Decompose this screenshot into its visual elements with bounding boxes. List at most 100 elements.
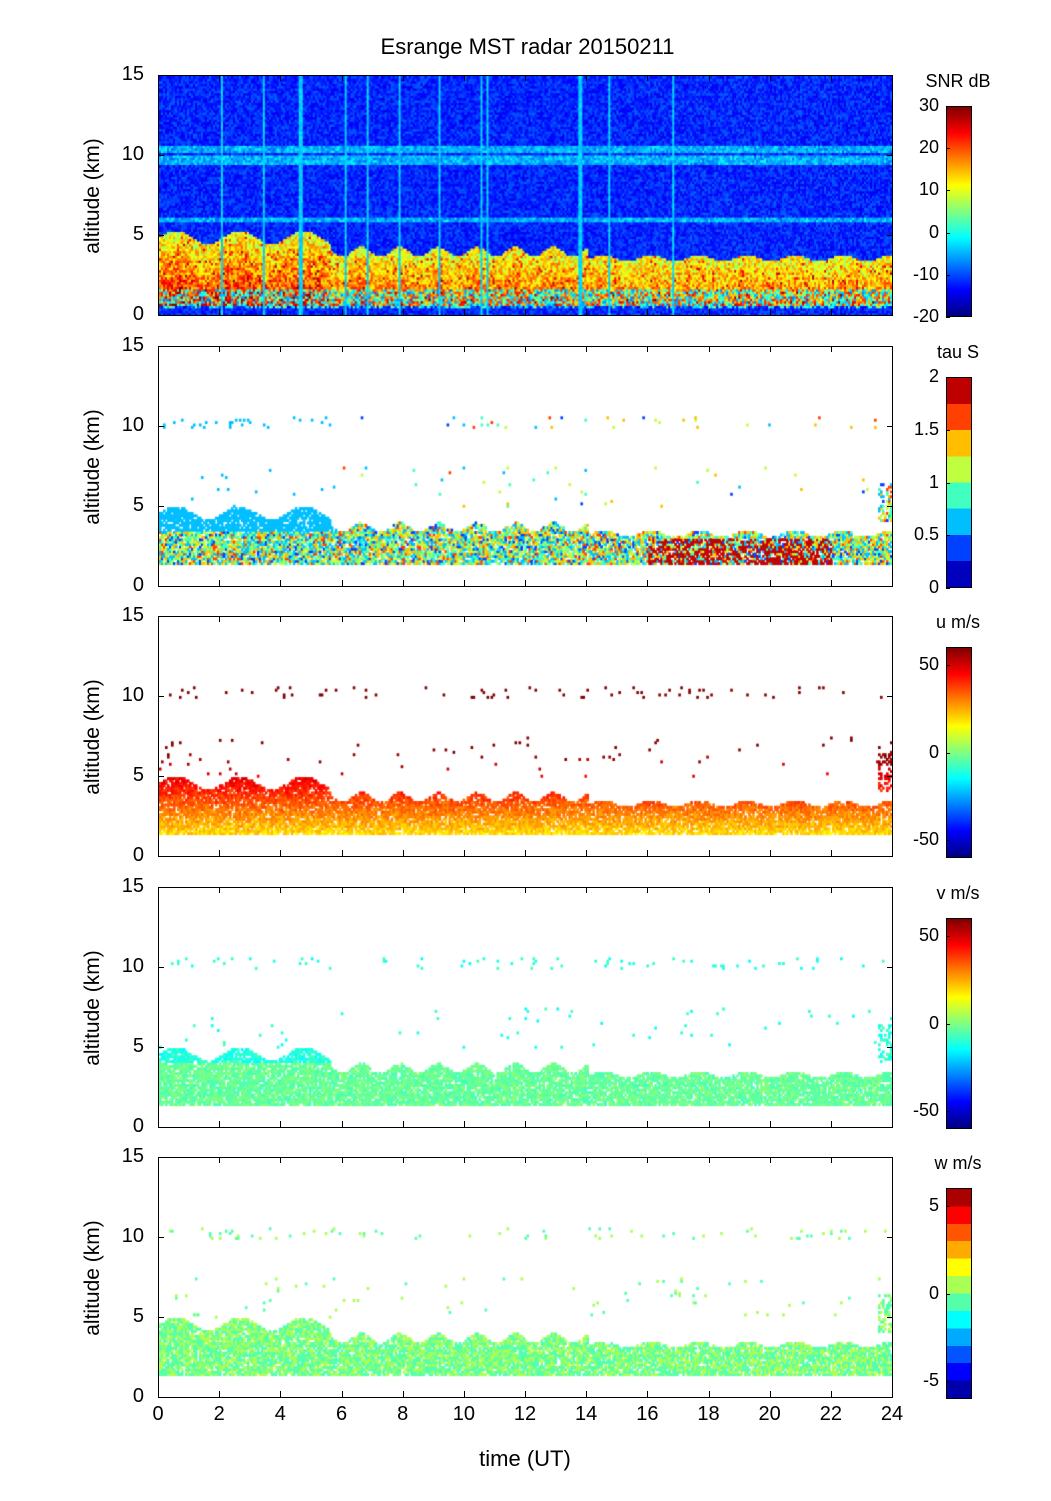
x-tick-top xyxy=(341,616,343,622)
x-tick-top xyxy=(158,616,159,622)
x-tick xyxy=(892,309,893,315)
x-tick-top xyxy=(463,1157,465,1163)
y-tick-right xyxy=(887,1127,893,1128)
y-tick-label: 10 xyxy=(121,143,144,165)
x-tick-top xyxy=(402,75,404,81)
x-tick xyxy=(341,1391,343,1397)
x-tick-top xyxy=(586,75,588,81)
x-tick-top xyxy=(708,346,710,352)
x-tick xyxy=(158,309,159,315)
x-tick-top xyxy=(341,1157,343,1163)
x-tick-label: 8 xyxy=(397,1403,409,1425)
colorbar-tick-label: 0 xyxy=(928,577,939,597)
x-tick xyxy=(586,580,588,586)
colorbar-title: tau S xyxy=(936,342,980,362)
x-tick xyxy=(525,1391,526,1397)
x-tick xyxy=(341,1121,343,1127)
colorbar-tick-label: -10 xyxy=(912,263,939,284)
x-tick-label: 20 xyxy=(758,1403,781,1425)
x-tick-top xyxy=(219,887,221,893)
y-tick-right xyxy=(887,776,893,777)
x-tick-top xyxy=(158,887,159,893)
x-tick-top xyxy=(280,75,282,81)
y-tick-label: 0 xyxy=(132,844,144,866)
heatmap-v xyxy=(159,888,892,1127)
x-tick-top xyxy=(158,346,159,352)
panel-w xyxy=(158,1157,893,1398)
y-tick-right xyxy=(887,1157,893,1158)
x-tick-top xyxy=(708,1157,710,1163)
y-tick-label: 5 xyxy=(132,1305,144,1327)
y-tick xyxy=(158,155,164,156)
y-tick-label: 5 xyxy=(132,764,144,786)
x-tick-top xyxy=(830,346,832,352)
colorbar-tau xyxy=(946,377,972,588)
y-tick xyxy=(158,315,164,316)
heatmap-tau xyxy=(159,347,892,586)
x-tick-top xyxy=(280,1157,282,1163)
colorbar-tick-label: -20 xyxy=(912,306,939,326)
x-tick-label: 10 xyxy=(452,1403,475,1425)
y-tick-right xyxy=(887,696,893,697)
x-tick-top xyxy=(892,616,893,622)
x-tick-top xyxy=(769,75,771,81)
x-tick-label: 14 xyxy=(575,1403,598,1425)
y-tick-right xyxy=(887,887,893,888)
x-tick-label: 6 xyxy=(335,1403,348,1425)
x-tick xyxy=(463,850,465,856)
y-tick-right xyxy=(887,856,893,857)
y-tick-right xyxy=(887,616,893,617)
x-tick-top xyxy=(892,75,893,81)
colorbar-tick-label: 5 xyxy=(928,1194,939,1215)
heatmap-w xyxy=(159,1158,892,1397)
x-tick-label: 2 xyxy=(213,1403,225,1425)
y-tick-label: 5 xyxy=(132,1035,144,1057)
x-tick xyxy=(280,309,282,315)
y-axis-label: altitude (km) xyxy=(81,678,104,795)
x-tick xyxy=(769,1391,771,1397)
y-tick-right xyxy=(887,967,893,968)
y-tick xyxy=(158,967,164,968)
colorbar-tick xyxy=(946,232,950,234)
y-tick xyxy=(158,887,164,888)
y-tick-label: 10 xyxy=(121,955,144,977)
y-tick-label: 15 xyxy=(121,334,144,356)
x-tick xyxy=(586,1121,588,1127)
colorbar-v xyxy=(946,918,972,1129)
x-tick-label: 24 xyxy=(880,1403,904,1425)
x-tick xyxy=(341,309,343,315)
x-tick-top xyxy=(219,75,221,81)
y-tick xyxy=(158,586,164,587)
y-tick xyxy=(158,235,164,236)
colorbar-tick xyxy=(946,588,950,589)
x-tick-top xyxy=(769,1157,771,1163)
colorbar-tick xyxy=(946,317,950,318)
colorbar-tick xyxy=(946,1293,950,1295)
colorbar-snr xyxy=(946,106,972,317)
colorbar-tick xyxy=(946,535,950,537)
y-tick xyxy=(158,1317,164,1318)
x-tick-top xyxy=(219,616,221,622)
colorbar-tick xyxy=(946,148,950,150)
x-tick xyxy=(402,850,404,856)
colorbar-tick-label: 0 xyxy=(928,1012,939,1033)
y-tick-right xyxy=(887,1237,893,1238)
y-tick xyxy=(158,506,164,507)
x-tick-top xyxy=(341,75,343,81)
x-tick xyxy=(525,850,526,856)
y-tick-label: 0 xyxy=(132,574,144,596)
colorbar-tick-label: 1 xyxy=(928,471,939,492)
y-tick xyxy=(158,1157,164,1158)
x-tick xyxy=(830,580,832,586)
colorbar-tick xyxy=(946,664,950,666)
colorbar-title: w m/s xyxy=(934,1153,982,1173)
x-tick xyxy=(586,850,588,856)
x-tick xyxy=(280,850,282,856)
x-tick-top xyxy=(463,616,465,622)
panel-tau xyxy=(158,346,893,587)
x-tick-top xyxy=(158,1157,159,1163)
y-tick-label: 0 xyxy=(132,1385,144,1407)
x-tick xyxy=(830,1121,832,1127)
panel-u xyxy=(158,616,893,857)
y-tick xyxy=(158,346,164,347)
